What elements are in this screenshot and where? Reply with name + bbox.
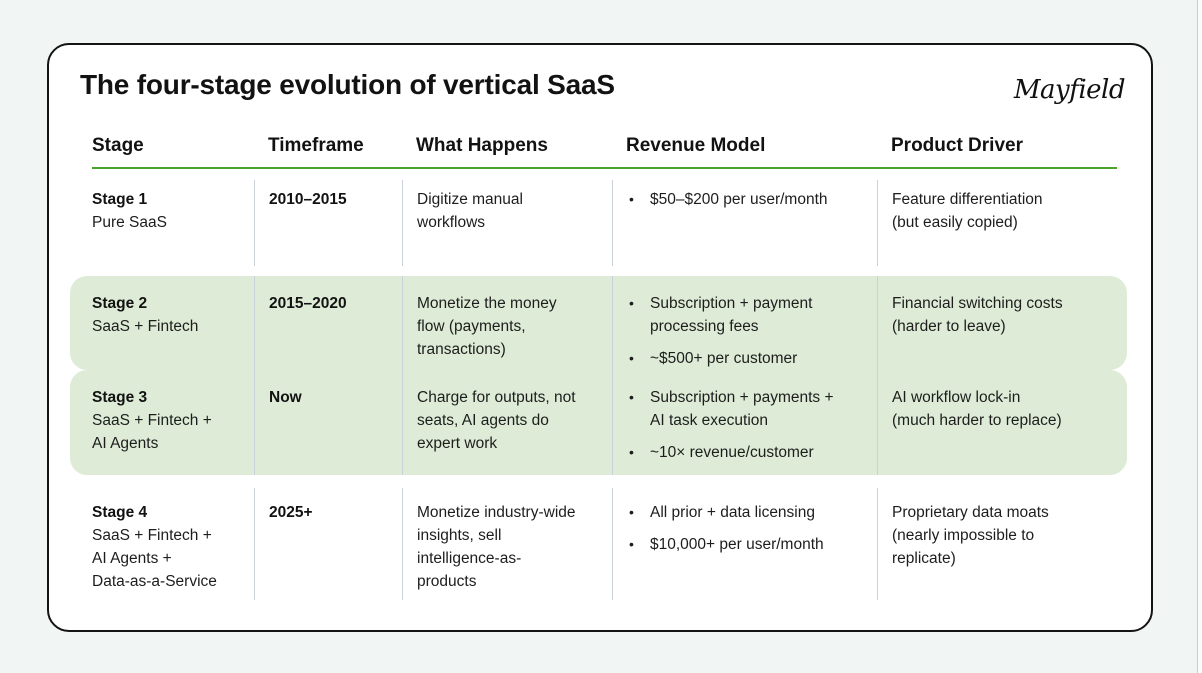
product-driver-cell: Financial switching costs (harder to lea… bbox=[877, 276, 1117, 370]
bullet-text: Subscription + payments + AI task execut… bbox=[650, 389, 834, 429]
bullet-text: $50–$200 per user/month bbox=[650, 191, 828, 208]
bullet-icon: • bbox=[629, 191, 634, 207]
bullet-text: ~10× revenue/customer bbox=[650, 444, 814, 461]
stage-cell: Stage 2 SaaS + Fintech bbox=[92, 276, 254, 370]
stages-table: Stage Timeframe What Happens Revenue Mod… bbox=[70, 135, 1127, 600]
bullet-item: • ~10× revenue/customer bbox=[627, 441, 877, 464]
table-row: Stage 3 SaaS + Fintech + AI Agents Now C… bbox=[70, 370, 1127, 475]
table-row: Stage 2 SaaS + Fintech 2015–2020 Monetiz… bbox=[70, 276, 1127, 370]
slide-title: The four-stage evolution of vertical Saa… bbox=[80, 69, 615, 100]
revenue-model-cell: • $50–$200 per user/month bbox=[612, 180, 877, 266]
stage-subtitle: SaaS + Fintech bbox=[92, 318, 199, 335]
bullet-text: ~$500+ per customer bbox=[650, 350, 798, 367]
column-header-timeframe: Timeframe bbox=[268, 135, 364, 156]
bullet-text: All prior + data licensing bbox=[650, 504, 815, 521]
bullet-icon: • bbox=[629, 389, 634, 405]
bullet-text: Subscription + payment processing fees bbox=[650, 295, 813, 335]
bullet-icon: • bbox=[629, 504, 634, 520]
what-happens-cell: Charge for outputs, not seats, AI agents… bbox=[402, 370, 612, 475]
bullet-item: • $10,000+ per user/month bbox=[627, 533, 877, 556]
revenue-model-cell: • Subscription + payment processing fees •… bbox=[612, 276, 877, 370]
table-row: Stage 1 Pure SaaS 2010–2015 Digitize man… bbox=[92, 180, 1117, 266]
timeframe-cell: 2015–2020 bbox=[254, 276, 402, 370]
bullet-item: • $50–$200 per user/month bbox=[627, 188, 877, 211]
what-happens-cell: Monetize the money flow (payments, trans… bbox=[402, 276, 612, 370]
product-driver-cell: Feature differentiation (but easily copi… bbox=[877, 180, 1117, 266]
product-driver-cell: Proprietary data moats (nearly impossibl… bbox=[877, 488, 1117, 600]
bullet-text: $10,000+ per user/month bbox=[650, 536, 824, 553]
bullet-icon: • bbox=[629, 350, 634, 366]
bullet-icon: • bbox=[629, 536, 634, 552]
timeframe-cell: 2010–2015 bbox=[254, 180, 402, 266]
timeframe-cell: Now bbox=[254, 370, 402, 475]
bullet-item: • ~$500+ per customer bbox=[627, 347, 877, 370]
slide-card: The four-stage evolution of vertical Saa… bbox=[47, 43, 1153, 632]
stage-cell: Stage 1 Pure SaaS bbox=[92, 180, 254, 266]
stage-subtitle: SaaS + Fintech + AI Agents + Data-as-a-S… bbox=[92, 527, 217, 590]
table-row: Stage 4 SaaS + Fintech + AI Agents + Dat… bbox=[92, 488, 1117, 600]
header-underline-rule bbox=[92, 167, 1117, 169]
column-header-what-happens: What Happens bbox=[416, 135, 548, 156]
bullet-item: • Subscription + payment processing fees bbox=[627, 292, 877, 338]
stage-subtitle: SaaS + Fintech + AI Agents bbox=[92, 412, 212, 452]
mayfield-logo: Mayfield bbox=[1013, 75, 1126, 105]
table-body: Stage 1 Pure SaaS 2010–2015 Digitize man… bbox=[70, 180, 1127, 600]
revenue-model-cell: • Subscription + payments + AI task execu… bbox=[612, 370, 877, 475]
bullet-item: • All prior + data licensing bbox=[627, 501, 877, 524]
stage-title: Stage 3 bbox=[92, 389, 148, 406]
revenue-model-cell: • All prior + data licensing • $10,000+ per… bbox=[612, 488, 877, 600]
column-header-revenue-model: Revenue Model bbox=[626, 135, 766, 156]
bullet-item: • Subscription + payments + AI task execu… bbox=[627, 386, 877, 432]
stage-subtitle: Pure SaaS bbox=[92, 214, 167, 231]
product-driver-cell: AI workflow lock-in (much harder to repl… bbox=[877, 370, 1117, 475]
what-happens-cell: Digitize manual workflows bbox=[402, 180, 612, 266]
bullet-icon: • bbox=[629, 444, 634, 460]
stage-cell: Stage 4 SaaS + Fintech + AI Agents + Dat… bbox=[92, 488, 254, 600]
window-right-edge bbox=[1197, 0, 1202, 673]
stage-cell: Stage 3 SaaS + Fintech + AI Agents bbox=[92, 370, 254, 475]
table-header-row: Stage Timeframe What Happens Revenue Mod… bbox=[92, 135, 1117, 167]
timeframe-cell: 2025+ bbox=[254, 488, 402, 600]
stage-title: Stage 4 bbox=[92, 504, 148, 521]
column-header-stage: Stage bbox=[92, 135, 144, 156]
column-header-product-driver: Product Driver bbox=[891, 135, 1023, 156]
stage-title: Stage 1 bbox=[92, 191, 148, 208]
stage-title: Stage 2 bbox=[92, 295, 148, 312]
what-happens-cell: Monetize industry-wide insights, sell in… bbox=[402, 488, 612, 600]
bullet-icon: • bbox=[629, 295, 634, 311]
